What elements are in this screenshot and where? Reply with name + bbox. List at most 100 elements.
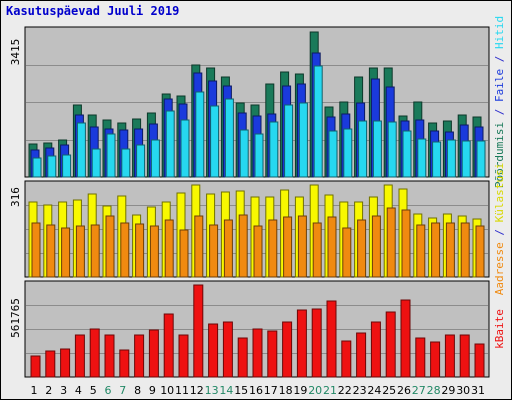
- bar-aadresse-day-29: [445, 222, 455, 278]
- x-tick-label-day-11: 11: [175, 384, 189, 397]
- x-tick-label-day-27: 27: [412, 384, 426, 397]
- bar-kbaite-day-14: [222, 321, 233, 378]
- x-tick-label-day-3: 3: [60, 384, 67, 397]
- bar-kbaite-day-18: [282, 321, 293, 378]
- bar-põõrdumisi-day-1: [32, 157, 42, 178]
- bar-kbaite-day-19: [296, 309, 307, 378]
- x-tick-label-day-4: 4: [75, 384, 82, 397]
- bar-aadresse-day-28: [431, 222, 441, 278]
- bar-põõrdumisi-day-25: [387, 121, 397, 178]
- bar-kbaite-day-15: [237, 337, 248, 378]
- bar-aadresse-day-4: [75, 225, 85, 278]
- bar-kbaite-day-5: [89, 328, 100, 378]
- bar-põõrdumisi-day-14: [224, 98, 234, 178]
- bar-kbaite-day-13: [208, 323, 219, 378]
- bar-aadresse-day-12: [194, 215, 204, 278]
- bar-aadresse-day-5: [90, 224, 100, 278]
- chart-title: Kasutuspäevad Juuli 2019: [6, 4, 180, 18]
- bar-aadresse-day-21: [327, 216, 337, 278]
- x-tick-label-day-10: 10: [160, 384, 174, 397]
- bar-aadresse-day-24: [371, 215, 381, 278]
- bar-kbaite-day-2: [45, 350, 56, 378]
- x-tick-label-day-13: 13: [205, 384, 219, 397]
- bar-põõrdumisi-day-23: [358, 120, 368, 178]
- y-max-label-bottom: 561765: [9, 298, 22, 338]
- bar-aadresse-day-9: [149, 225, 159, 278]
- bar-kbaite-day-9: [148, 329, 159, 378]
- bar-kbaite-day-4: [74, 334, 85, 378]
- bar-aadresse-day-19: [297, 215, 307, 278]
- bar-põõrdumisi-day-17: [269, 121, 279, 178]
- legend-bottom: kBaite: [493, 309, 506, 349]
- legend-entry: /: [493, 102, 506, 122]
- bar-aadresse-day-17: [268, 219, 278, 278]
- legend-top: Põõrdumisi / Faile / Hitid: [493, 16, 506, 188]
- bar-põõrdumisi-day-6: [106, 133, 116, 178]
- bar-põõrdumisi-day-18: [284, 104, 294, 178]
- bar-kbaite-day-23: [356, 332, 367, 378]
- bar-põõrdumisi-day-9: [150, 139, 160, 178]
- legend-entry: Hitid: [493, 16, 506, 49]
- bar-kbaite-day-20: [311, 308, 322, 378]
- bar-kbaite-day-8: [134, 334, 145, 378]
- bar-põõrdumisi-day-15: [239, 129, 249, 178]
- x-tick-label-day-15: 15: [234, 384, 248, 397]
- x-tick-label-day-14: 14: [219, 384, 233, 397]
- bar-aadresse-day-1: [31, 222, 41, 278]
- bar-kbaite-day-10: [163, 313, 174, 378]
- bar-põõrdumisi-day-12: [195, 91, 205, 178]
- bar-aadresse-day-30: [460, 222, 470, 278]
- bar-põõrdumisi-day-26: [402, 130, 412, 178]
- bar-aadresse-day-8: [135, 223, 145, 278]
- bar-kbaite-day-16: [252, 328, 263, 378]
- legend-entry: /: [493, 49, 506, 69]
- bar-kbaite-day-22: [341, 340, 352, 378]
- x-tick-label-day-20: 20: [308, 384, 322, 397]
- bar-põõrdumisi-day-20: [313, 65, 323, 178]
- legend-entry: Faile: [493, 69, 506, 102]
- bar-aadresse-day-23: [357, 219, 367, 278]
- bar-kbaite-day-24: [370, 321, 381, 378]
- x-tick-label-day-26: 26: [397, 384, 411, 397]
- x-tick-label-day-17: 17: [264, 384, 278, 397]
- y-max-label-top: 3415: [9, 39, 22, 66]
- bar-kbaite-day-21: [326, 300, 337, 378]
- bar-kbaite-day-31: [474, 343, 485, 378]
- bar-kbaite-day-3: [60, 348, 71, 378]
- bar-põõrdumisi-day-21: [328, 130, 338, 178]
- bar-aadresse-day-14: [223, 219, 233, 278]
- bar-aadresse-day-25: [386, 207, 396, 278]
- bar-aadresse-day-16: [253, 225, 263, 278]
- bar-aadresse-day-11: [179, 229, 189, 278]
- bar-kbaite-day-30: [459, 334, 470, 378]
- bar-põõrdumisi-day-11: [180, 119, 190, 178]
- x-tick-label-day-31: 31: [471, 384, 485, 397]
- legend-entry: Külastusi: [493, 163, 506, 223]
- x-tick-label-day-23: 23: [353, 384, 367, 397]
- bar-põõrdumisi-day-16: [254, 133, 264, 178]
- x-tick-label-day-24: 24: [367, 384, 381, 397]
- bar-kbaite-day-7: [119, 349, 130, 378]
- x-tick-label-day-9: 9: [149, 384, 156, 397]
- bar-kbaite-day-1: [30, 355, 41, 378]
- x-tick-label-day-16: 16: [249, 384, 263, 397]
- bar-kbaite-day-11: [178, 334, 189, 378]
- bar-põõrdumisi-day-7: [121, 148, 131, 178]
- bar-kbaite-day-12: [193, 284, 204, 378]
- x-tick-label-day-28: 28: [427, 384, 441, 397]
- bar-kbaite-day-29: [444, 334, 455, 378]
- bar-aadresse-day-3: [61, 227, 71, 278]
- x-tick-label-day-1: 1: [31, 384, 38, 397]
- bar-aadresse-day-22: [342, 227, 352, 278]
- legend-entry: kBaite: [493, 309, 506, 349]
- legend-entry: /: [493, 222, 506, 242]
- x-tick-label-day-5: 5: [90, 384, 97, 397]
- bar-põõrdumisi-day-5: [91, 148, 101, 178]
- bar-aadresse-day-27: [416, 224, 426, 278]
- bar-kbaite-day-25: [385, 311, 396, 378]
- x-tick-label-day-18: 18: [279, 384, 293, 397]
- bar-aadresse-day-18: [283, 216, 293, 278]
- bar-kbaite-day-27: [415, 337, 426, 378]
- bar-kbaite-day-28: [430, 341, 441, 378]
- bar-põõrdumisi-day-13: [210, 105, 220, 178]
